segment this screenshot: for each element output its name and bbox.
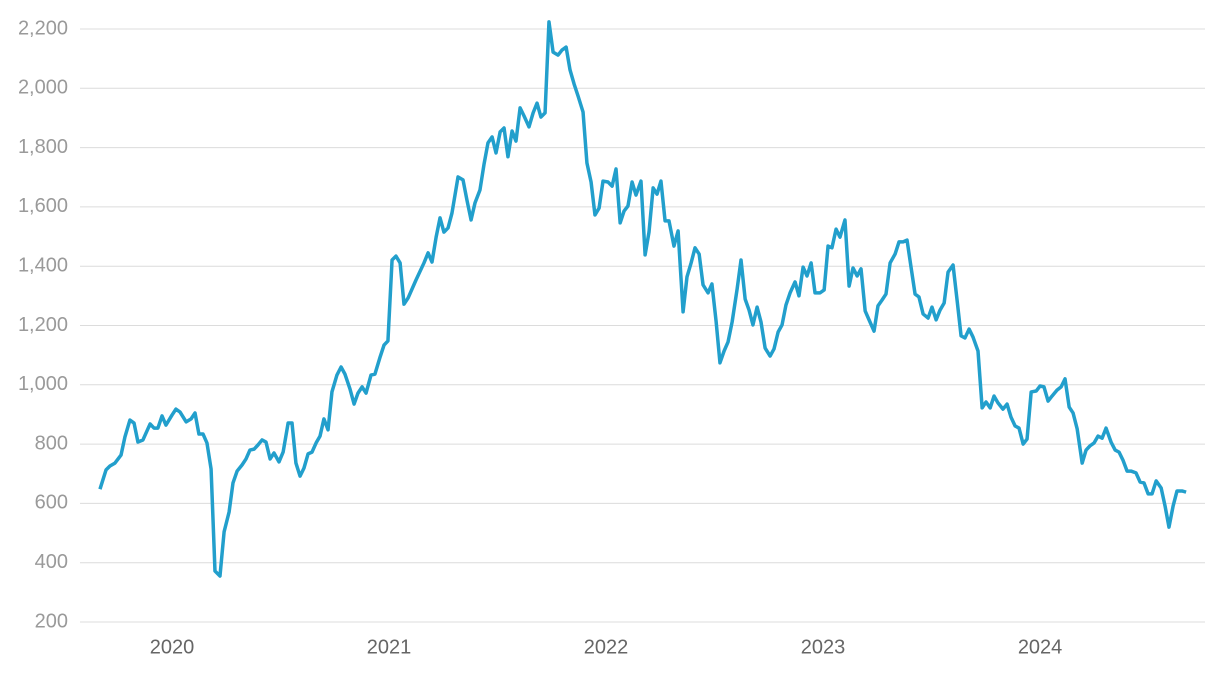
y-tick-label: 1,000 [18,373,68,395]
y-tick-label: 400 [35,551,68,573]
x-tick-label: 2023 [801,636,846,658]
y-tick-label: 800 [35,432,68,454]
y-tick-label: 1,600 [18,195,68,217]
y-tick-label: 2,200 [18,17,68,39]
line [98,20,1187,578]
y-tick-label: 1,400 [18,254,68,276]
x-tick-label: 2021 [367,636,412,658]
y-tick-label: 2,000 [18,77,68,99]
y-tick-label: 600 [35,492,68,514]
x-tick-label: 2024 [1018,636,1063,658]
x-tick-label: 2020 [150,636,195,658]
x-tick-label: 2022 [584,636,629,658]
y-tick-label: 1,800 [18,136,68,158]
y-tick-label: 1,200 [18,314,68,336]
y-tick-label: 200 [35,610,68,632]
